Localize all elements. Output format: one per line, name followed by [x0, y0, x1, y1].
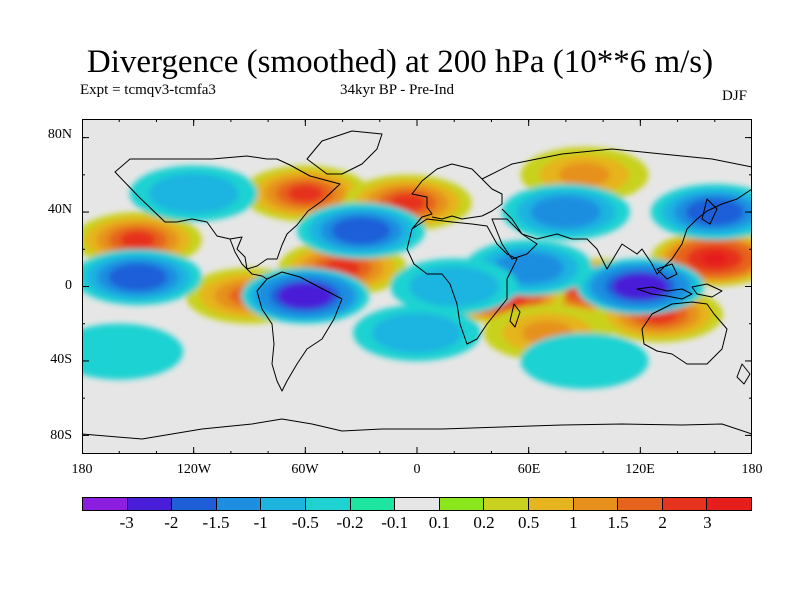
lat-label-80n: 80N: [47, 127, 72, 142]
colorbar-level-label: 3: [703, 513, 712, 532]
field-blob-21-0: [82, 323, 184, 380]
coast-new-guinea: [691, 283, 723, 298]
map-title: Divergence (smoothed) at 200 hPa (10**6 …: [86, 44, 714, 80]
field-blob-13-4: [697, 203, 733, 221]
colorbar-segment-0: [83, 498, 128, 510]
lon-label-120w: 120W: [176, 462, 212, 477]
coast-arabia: [491, 218, 538, 260]
colorbar-level-label: -3: [119, 513, 134, 532]
field-blob-12-7: [627, 279, 654, 294]
season-label: DJF: [722, 88, 748, 104]
colorbar-level-label: 2: [658, 513, 667, 532]
field-blob-11-7: [292, 288, 319, 303]
colorbar-level-label: -1: [253, 513, 268, 532]
lon-label-0: 0: [413, 462, 421, 477]
field-blob-17-3: [508, 257, 550, 278]
lon-label-60w: 60W: [291, 462, 319, 477]
colorbar-segment-6: [350, 498, 396, 510]
divergence-map: [81, 119, 753, 454]
field-blob-5-4: [287, 184, 323, 203]
colorbar-segment-14: [707, 498, 751, 510]
field-blob-9-2: [559, 162, 610, 187]
colorbar-level-label: -0.2: [336, 513, 364, 532]
colorbar-segment-5: [305, 498, 351, 510]
lat-label-40s: 40S: [50, 352, 72, 367]
coast-asia: [481, 148, 752, 275]
axis-ticks: [81, 119, 753, 454]
colorbar-level-label: -0.1: [381, 513, 409, 532]
experiment-label: Expt = tcmqv3-tcmfa3: [80, 82, 216, 98]
coastlines: [82, 130, 752, 440]
colorbar-level-label: -2: [164, 513, 179, 532]
colorbar: [82, 497, 752, 511]
lat-label-40n: 40N: [47, 202, 72, 217]
field-blob-15-4: [343, 221, 379, 240]
coast-south-america: [256, 271, 343, 392]
coast-australia: [641, 301, 728, 365]
colorbar-segment-9: [484, 498, 529, 510]
colorbar-segment-11: [573, 498, 619, 510]
colorbar-segment-12: [618, 498, 663, 510]
field-blob-4-4: [120, 231, 156, 249]
coast-europe: [411, 163, 503, 230]
colorbar-segment-1: [127, 498, 173, 510]
colorbar-segment-8: [439, 498, 485, 510]
field-blob-2-7: [701, 251, 729, 266]
lon-label-180e: 180: [741, 462, 763, 477]
lon-label-180w: 180: [71, 462, 93, 477]
lat-label-80s: 80S: [50, 428, 72, 443]
coast-central-america: [229, 238, 268, 280]
coast-japan: [701, 198, 718, 225]
field-blob-18-2: [428, 274, 480, 299]
period-label: 34kyr BP - Pre-Ind: [340, 82, 455, 98]
field-blob-19-2: [391, 321, 443, 346]
field-blob-6-4: [390, 193, 426, 212]
coast-africa: [406, 218, 518, 345]
colorbar-segment-10: [528, 498, 574, 510]
colorbar-segment-13: [662, 498, 708, 510]
coast-new-zealand: [736, 363, 751, 385]
field-blob-14-4: [120, 268, 156, 286]
coast-north-america: [114, 155, 341, 270]
colorbar-segment-7: [395, 498, 440, 510]
coast-madagascar: [509, 303, 521, 328]
field-blob-16-3: [545, 202, 587, 223]
colorbar-level-label: -0.5: [291, 513, 319, 532]
colorbar-segment-3: [216, 498, 262, 510]
colorbar-level-label: 0.1: [428, 513, 450, 532]
coast-greenland: [306, 130, 383, 175]
colorbar-level-label: 1.5: [607, 513, 629, 532]
colorbar-segment-4: [261, 498, 306, 510]
colorbar-level-label: 0.5: [518, 513, 540, 532]
field-blob-20-2: [168, 181, 219, 206]
colorbar-segment-2: [172, 498, 217, 510]
lat-label-0: 0: [65, 278, 72, 293]
colorbar-level-label: 0.2: [473, 513, 495, 532]
field-blob-22-0: [520, 332, 649, 389]
map-frame: [81, 119, 753, 454]
colorbar-level-label: -1.5: [202, 513, 230, 532]
lon-label-120e: 120E: [625, 462, 655, 477]
coast-antarctica: [82, 418, 752, 440]
colorbar-level-label: 1: [569, 513, 578, 532]
lon-label-60e: 60E: [517, 462, 541, 477]
coast-indonesia: [636, 263, 693, 300]
